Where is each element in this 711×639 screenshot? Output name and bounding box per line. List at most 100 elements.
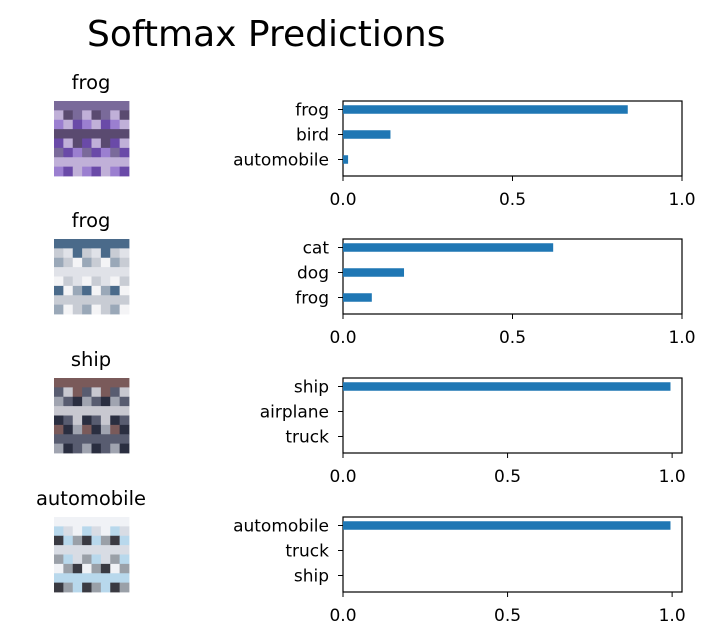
image-pixel xyxy=(91,545,102,555)
image-pixel xyxy=(91,526,102,537)
image-pixel xyxy=(63,396,74,407)
sample-image xyxy=(54,517,130,593)
image-pixel xyxy=(110,526,121,537)
image-pixel xyxy=(119,267,130,277)
image-pixel xyxy=(63,129,74,139)
figure-title: Softmax Predictions xyxy=(87,14,446,55)
image-pixel xyxy=(110,573,121,584)
image-pixel xyxy=(82,101,92,111)
image-pixel xyxy=(100,304,111,315)
image-pixel xyxy=(72,563,83,574)
image-pixel xyxy=(72,424,83,435)
image-pixel xyxy=(63,248,74,259)
image-pixel xyxy=(63,378,74,388)
image-pixel xyxy=(100,415,111,426)
ytick-label: automobile xyxy=(233,151,329,171)
image-pixel xyxy=(110,554,121,565)
image-pixel xyxy=(110,535,121,546)
ytick-label: automobile xyxy=(233,517,329,537)
image-pixel xyxy=(91,157,102,168)
image-pixel xyxy=(110,434,121,445)
image-pixel xyxy=(119,248,130,259)
image-pixel xyxy=(119,434,130,445)
image-pixel xyxy=(119,257,130,268)
image-pixel xyxy=(72,267,83,277)
image-pixel xyxy=(119,147,130,158)
image-pixel xyxy=(54,396,64,407)
image-pixel xyxy=(82,573,92,584)
image-pixel xyxy=(82,378,92,388)
image-pixel xyxy=(72,545,83,555)
bar-frog xyxy=(343,105,628,114)
image-pixel xyxy=(110,101,121,111)
image-pixel xyxy=(110,119,121,130)
image-pixel xyxy=(72,147,83,158)
image-pixel xyxy=(110,239,121,249)
image-pixel xyxy=(82,257,92,268)
image-pixel xyxy=(82,267,92,277)
image-pixel xyxy=(63,166,74,177)
image-pixel xyxy=(72,295,83,306)
image-pixel xyxy=(54,387,64,398)
image-pixel xyxy=(63,119,74,130)
image-pixel xyxy=(100,276,111,287)
image-pixel xyxy=(119,119,130,130)
image-pixel xyxy=(91,119,102,130)
image-pixel xyxy=(110,517,121,527)
image-pixel xyxy=(72,110,83,121)
image-pixel xyxy=(54,582,64,593)
image-pixel xyxy=(91,378,102,388)
image-pixel xyxy=(72,276,83,287)
image-pixel xyxy=(54,573,64,584)
image-pixel xyxy=(91,443,102,454)
xtick-label: 0.5 xyxy=(494,467,521,487)
image-pixel xyxy=(63,406,74,416)
image-pixel xyxy=(72,157,83,168)
image-pixel xyxy=(82,396,92,407)
image-pixel xyxy=(119,526,130,537)
ytick-label: frog xyxy=(295,101,329,121)
image-pixel xyxy=(110,304,121,315)
image-pixel xyxy=(100,378,111,388)
image-pixel xyxy=(91,285,102,296)
ytick-label: frog xyxy=(295,289,329,309)
image-pixel xyxy=(82,147,92,158)
image-pixel xyxy=(119,443,130,454)
image-pixel xyxy=(110,563,121,574)
xtick-label: 0.5 xyxy=(494,606,521,626)
image-pixel xyxy=(63,304,74,315)
image-pixel xyxy=(110,443,121,454)
image-pixel xyxy=(110,138,121,149)
image-pixel xyxy=(110,157,121,168)
image-pixel xyxy=(82,535,92,546)
axes-frame xyxy=(342,516,683,593)
image-pixel xyxy=(100,563,111,574)
image-pixel xyxy=(110,378,121,388)
image-pixel xyxy=(72,248,83,259)
image-pixel xyxy=(100,295,111,306)
image-pixel xyxy=(91,387,102,398)
image-pixel xyxy=(54,406,64,416)
xtick-label: 0.5 xyxy=(499,328,526,348)
image-pixel xyxy=(54,526,64,537)
bar-cat xyxy=(343,243,554,252)
image-pixel xyxy=(119,285,130,296)
bar-bird xyxy=(343,130,391,139)
image-pixel xyxy=(63,434,74,445)
bar-frog xyxy=(343,293,372,302)
image-pixel xyxy=(72,119,83,130)
image-title: frog xyxy=(72,209,111,232)
image-pixel xyxy=(91,147,102,158)
image-pixel xyxy=(110,424,121,435)
image-pixel xyxy=(63,573,74,584)
image-pixel xyxy=(72,138,83,149)
image-pixel xyxy=(91,138,102,149)
image-pixel xyxy=(82,582,92,593)
ytick-label: dog xyxy=(297,264,329,284)
image-pixel xyxy=(63,147,74,158)
image-pixel xyxy=(119,415,130,426)
image-pixel xyxy=(110,285,121,296)
image-pixel xyxy=(63,415,74,426)
